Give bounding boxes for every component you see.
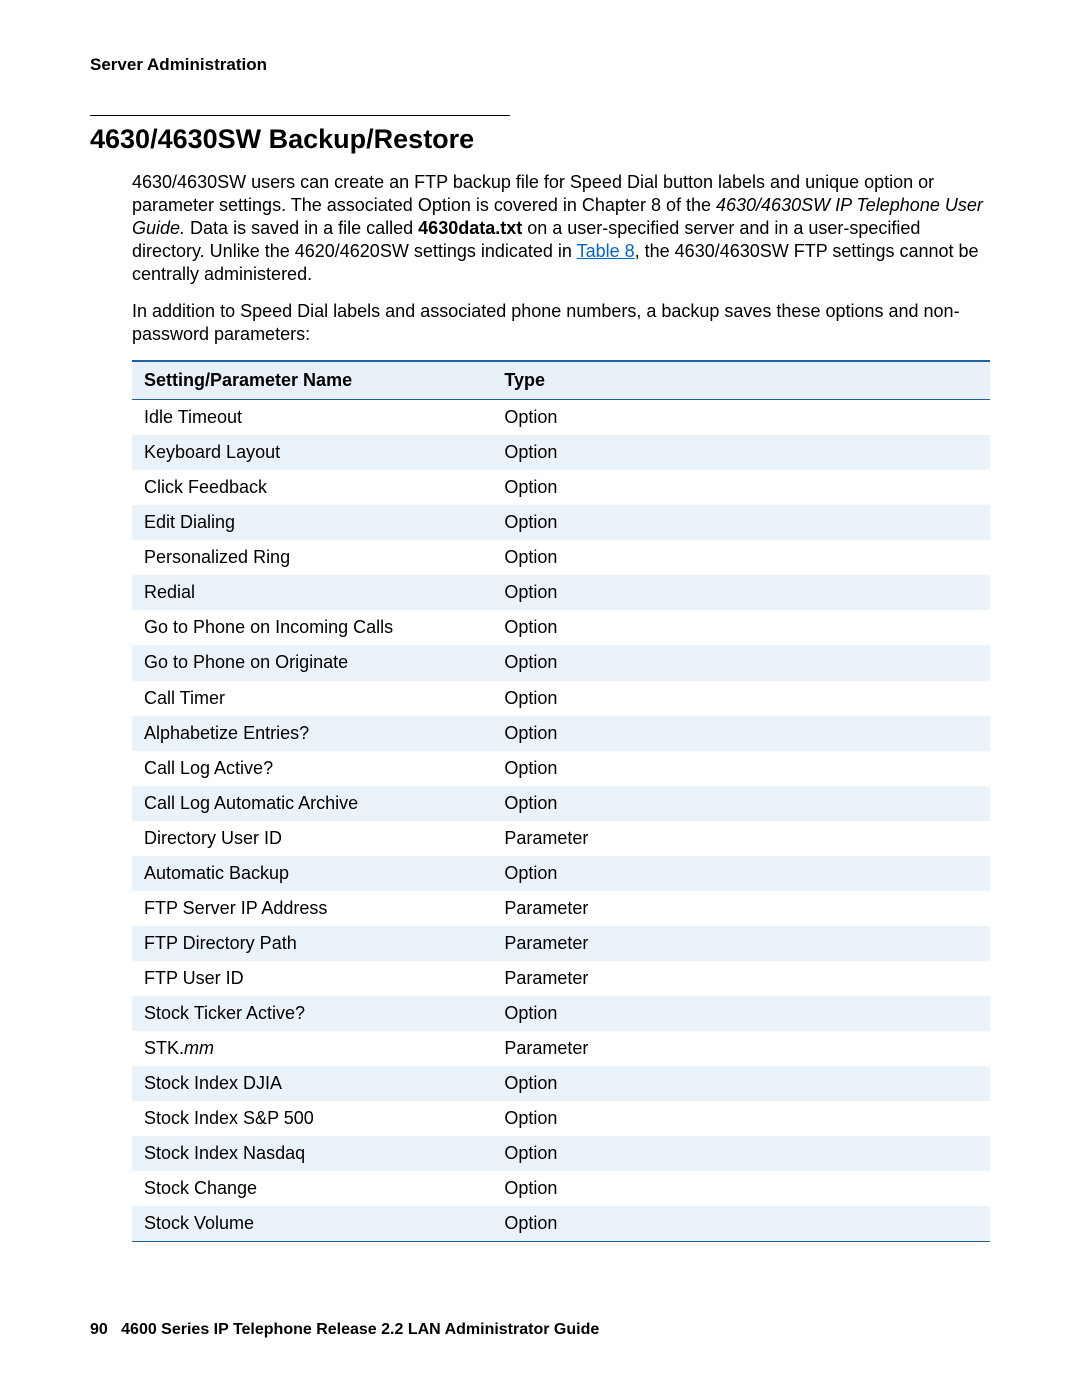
settings-table-body: Idle TimeoutOptionKeyboard LayoutOptionC… xyxy=(132,400,990,1242)
table-row: Call Log Active?Option xyxy=(132,751,990,786)
section-rule xyxy=(90,115,510,116)
cell-setting-name: Stock Ticker Active? xyxy=(132,996,492,1031)
cell-setting-name: STK.mm xyxy=(132,1031,492,1066)
cell-setting-name: Go to Phone on Originate xyxy=(132,645,492,680)
table-row: Go to Phone on Incoming CallsOption xyxy=(132,610,990,645)
table-row: Stock Index NasdaqOption xyxy=(132,1136,990,1171)
cell-setting-name: Call Timer xyxy=(132,681,492,716)
table-row: Stock ChangeOption xyxy=(132,1171,990,1206)
cell-type: Option xyxy=(492,716,990,751)
cell-setting-name: FTP User ID xyxy=(132,961,492,996)
cell-type: Parameter xyxy=(492,926,990,961)
body-content: 4630/4630SW users can create an FTP back… xyxy=(132,171,990,1242)
para1-text-b: Data is saved in a file called xyxy=(185,218,418,238)
cell-setting-name: Stock Index Nasdaq xyxy=(132,1136,492,1171)
cell-type: Option xyxy=(492,996,990,1031)
cell-type: Option xyxy=(492,505,990,540)
cell-setting-name: Directory User ID xyxy=(132,821,492,856)
cell-setting-name: Redial xyxy=(132,575,492,610)
cell-setting-name: Automatic Backup xyxy=(132,856,492,891)
cell-type: Option xyxy=(492,645,990,680)
cell-setting-name: Call Log Active? xyxy=(132,751,492,786)
table-row: Click FeedbackOption xyxy=(132,470,990,505)
table-row: Keyboard LayoutOption xyxy=(132,435,990,470)
cell-type: Option xyxy=(492,1066,990,1101)
table-row: Go to Phone on OriginateOption xyxy=(132,645,990,680)
table-row: Call TimerOption xyxy=(132,681,990,716)
column-header-name: Setting/Parameter Name xyxy=(132,361,492,400)
para1-bold: 4630data.txt xyxy=(418,218,522,238)
cell-setting-name: Stock Index DJIA xyxy=(132,1066,492,1101)
running-header: Server Administration xyxy=(90,55,990,75)
table-row: Directory User IDParameter xyxy=(132,821,990,856)
table-row: Personalized RingOption xyxy=(132,540,990,575)
cell-setting-name: FTP Directory Path xyxy=(132,926,492,961)
paragraph-1: 4630/4630SW users can create an FTP back… xyxy=(132,171,990,286)
cell-type: Parameter xyxy=(492,821,990,856)
section-title: 4630/4630SW Backup/Restore xyxy=(90,124,990,155)
cell-setting-name: Personalized Ring xyxy=(132,540,492,575)
cell-setting-name: Call Log Automatic Archive xyxy=(132,786,492,821)
cell-type: Option xyxy=(492,1171,990,1206)
cell-setting-name: Idle Timeout xyxy=(132,400,492,436)
cell-type: Option xyxy=(492,400,990,436)
table-row: STK.mmParameter xyxy=(132,1031,990,1066)
cell-setting-name: FTP Server IP Address xyxy=(132,891,492,926)
table-row: RedialOption xyxy=(132,575,990,610)
column-header-type: Type xyxy=(492,361,990,400)
table-row: FTP Server IP AddressParameter xyxy=(132,891,990,926)
cell-type: Option xyxy=(492,610,990,645)
table-header-row: Setting/Parameter Name Type xyxy=(132,361,990,400)
document-page: Server Administration 4630/4630SW Backup… xyxy=(0,0,1080,1397)
cell-setting-name: Edit Dialing xyxy=(132,505,492,540)
settings-table: Setting/Parameter Name Type Idle Timeout… xyxy=(132,360,990,1242)
cell-type: Option xyxy=(492,856,990,891)
table-row: FTP User IDParameter xyxy=(132,961,990,996)
table-row: Stock Ticker Active?Option xyxy=(132,996,990,1031)
cell-setting-name: Stock Volume xyxy=(132,1206,492,1242)
table-row: Call Log Automatic ArchiveOption xyxy=(132,786,990,821)
table-row: Idle TimeoutOption xyxy=(132,400,990,436)
cell-setting-name: Stock Index S&P 500 xyxy=(132,1101,492,1136)
cell-type: Option xyxy=(492,751,990,786)
cell-setting-name: Go to Phone on Incoming Calls xyxy=(132,610,492,645)
cell-setting-name: Alphabetize Entries? xyxy=(132,716,492,751)
table-row: Automatic BackupOption xyxy=(132,856,990,891)
paragraph-2: In addition to Speed Dial labels and ass… xyxy=(132,300,990,346)
table-row: Edit DialingOption xyxy=(132,505,990,540)
cell-type: Option xyxy=(492,681,990,716)
cell-type: Option xyxy=(492,1136,990,1171)
table-row: FTP Directory PathParameter xyxy=(132,926,990,961)
table-8-link[interactable]: Table 8 xyxy=(577,241,635,261)
cell-type: Parameter xyxy=(492,961,990,996)
cell-type: Option xyxy=(492,1101,990,1136)
cell-type: Option xyxy=(492,435,990,470)
cell-type: Option xyxy=(492,1206,990,1242)
cell-type: Option xyxy=(492,575,990,610)
cell-type: Option xyxy=(492,470,990,505)
table-row: Stock Index DJIAOption xyxy=(132,1066,990,1101)
cell-type: Parameter xyxy=(492,1031,990,1066)
cell-setting-name: Keyboard Layout xyxy=(132,435,492,470)
table-row: Alphabetize Entries?Option xyxy=(132,716,990,751)
cell-type: Option xyxy=(492,540,990,575)
cell-setting-name: Stock Change xyxy=(132,1171,492,1206)
page-footer: 90 4600 Series IP Telephone Release 2.2 … xyxy=(90,1321,599,1339)
cell-setting-name: Click Feedback xyxy=(132,470,492,505)
table-row: Stock Index S&P 500Option xyxy=(132,1101,990,1136)
table-row: Stock VolumeOption xyxy=(132,1206,990,1242)
cell-type: Option xyxy=(492,786,990,821)
footer-doc-title: 4600 Series IP Telephone Release 2.2 LAN… xyxy=(121,1321,599,1338)
page-number: 90 xyxy=(90,1321,108,1338)
cell-type: Parameter xyxy=(492,891,990,926)
